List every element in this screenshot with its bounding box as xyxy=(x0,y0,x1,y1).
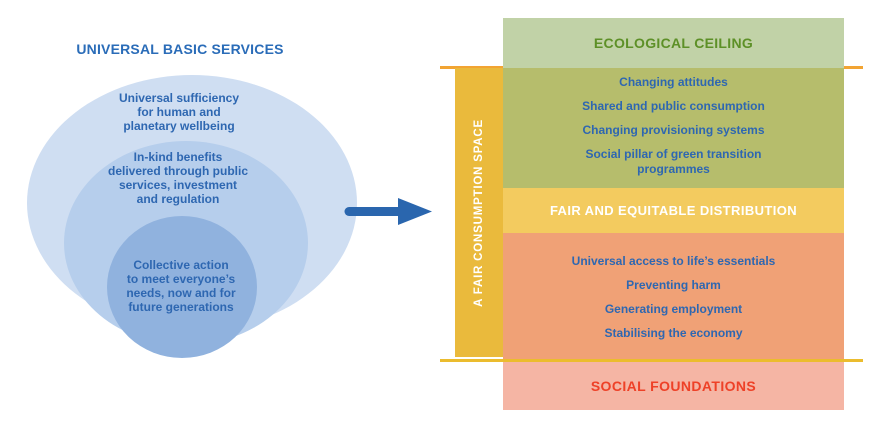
fair-consumption-space-bar: A FAIR CONSUMPTION SPACE xyxy=(455,68,503,357)
inner-circle-label: Collective action to meet everyone’s nee… xyxy=(61,258,301,314)
right-arrow-icon xyxy=(344,198,432,225)
outer-circle-label-line: for human and xyxy=(137,105,221,119)
ceiling-item: Changing attitudes xyxy=(619,75,728,89)
left-panel-title: UNIVERSAL BASIC SERVICES xyxy=(76,41,284,57)
inner-circle xyxy=(107,216,257,358)
middle-circle-label-line: and regulation xyxy=(136,192,220,206)
outer-circle-label: Universal sufficiency for human and plan… xyxy=(59,91,299,133)
ceiling-item: Changing provisioning systems xyxy=(582,123,765,137)
outer-circle-label-line: Universal sufficiency xyxy=(118,91,240,105)
inner-circle-label-line: future generations xyxy=(128,300,234,314)
fair-distribution-band: FAIR AND EQUITABLE DISTRIBUTION xyxy=(503,188,844,233)
foundation-item: Preventing harm xyxy=(626,278,721,292)
foundation-item: Generating employment xyxy=(604,302,743,316)
social-foundations-band: SOCIAL FOUNDATIONS xyxy=(503,362,844,410)
ceiling-item: Social pillar of green transition progra… xyxy=(585,147,762,176)
ceiling-item: Shared and public consumption xyxy=(582,99,765,113)
inner-circle-label-line: to meet everyone’s xyxy=(126,272,236,286)
middle-circle-label-line: services, investment xyxy=(118,178,238,192)
social-foundations-rule xyxy=(440,359,863,362)
ceiling-items-band: Changing attitudes Shared and public con… xyxy=(503,68,844,188)
foundation-items-band: Universal access to life’s essentials Pr… xyxy=(503,233,844,359)
inner-circle-label-line: needs, now and for xyxy=(126,286,236,300)
fair-consumption-space-label: A FAIR CONSUMPTION SPACE xyxy=(473,118,485,307)
middle-circle-label: In-kind benefits delivered through publi… xyxy=(58,150,298,206)
social-foundations-title: SOCIAL FOUNDATIONS xyxy=(590,378,757,394)
outer-circle-label-line: planetary wellbeing xyxy=(123,119,235,133)
middle-circle-label-line: delivered through public xyxy=(107,164,248,178)
foundation-item: Universal access to life’s essentials xyxy=(571,254,776,268)
fair-distribution-title: FAIR AND EQUITABLE DISTRIBUTION xyxy=(549,203,798,218)
middle-circle-label-line: In-kind benefits xyxy=(133,150,223,164)
foundation-item: Stabilising the economy xyxy=(604,326,743,340)
inner-circle-label-line: Collective action xyxy=(133,258,229,272)
ecological-ceiling-title: ECOLOGICAL CEILING xyxy=(593,35,754,51)
ecological-ceiling-band: ECOLOGICAL CEILING xyxy=(503,18,844,68)
